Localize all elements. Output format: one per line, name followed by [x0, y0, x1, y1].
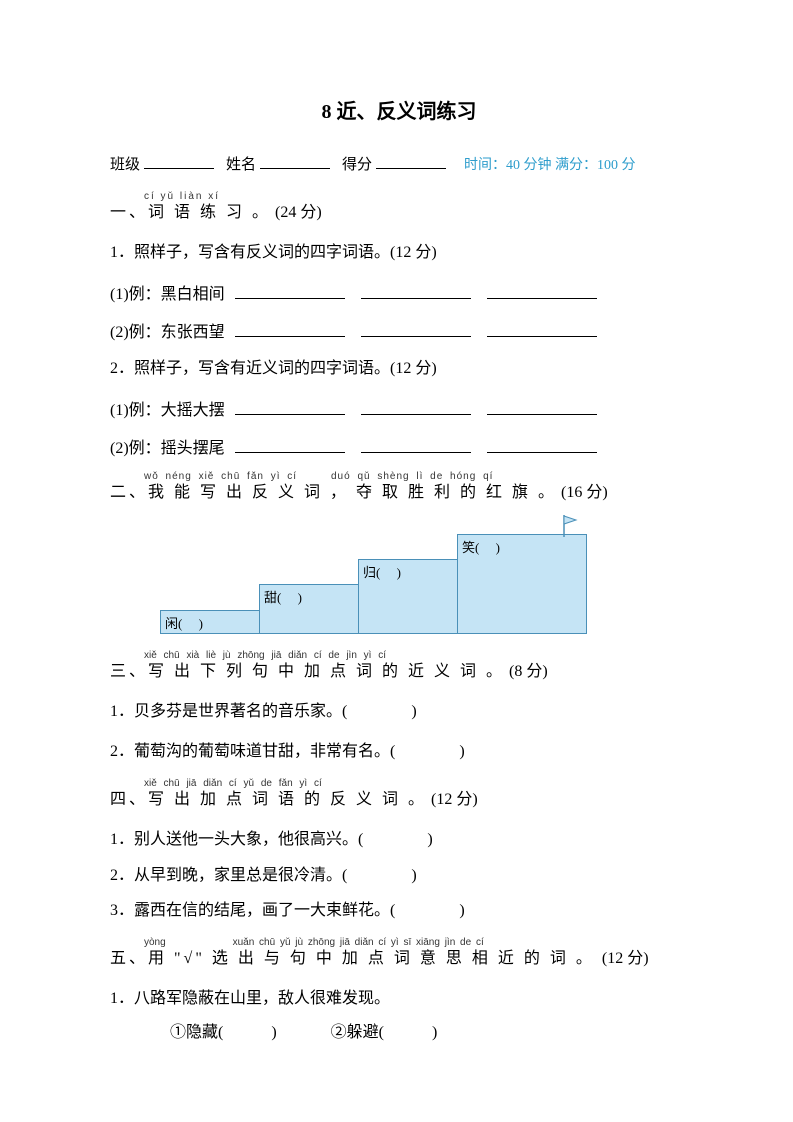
answer-blank[interactable]: [487, 320, 597, 337]
section-3-heading: xiě chū xià liè jù zhōng jiā diǎn cí de …: [110, 661, 688, 683]
score-label: 得分: [342, 153, 372, 174]
answer-blank[interactable]: [235, 320, 345, 337]
sec5-q1: 1．八路军隐蔽在山里，敌人很难发现。: [110, 986, 688, 1012]
time-info: 时间：40 分钟 满分：100 分: [464, 154, 636, 174]
section-1-heading: cí yǔ liàn xí 一、词 语 练 习 。 (24 分): [110, 202, 688, 224]
sec1-q1a-text: (1)例：黑白相间: [110, 286, 225, 303]
sec1-q1: 1．照样子，写含有反义词的四字词语。(12 分): [110, 240, 688, 266]
class-label: 班级: [110, 153, 140, 174]
answer-blank[interactable]: [487, 282, 597, 299]
sec1-hanzi: 一、词 语 练 习 。: [110, 204, 271, 221]
step-4[interactable]: 笑( ): [457, 534, 587, 634]
answer-blank[interactable]: [361, 436, 471, 453]
sec4-q2: 2．从早到晚，家里总是很冷清。( ): [110, 863, 688, 889]
sec5-points: (12 分): [602, 950, 649, 967]
answer-blank[interactable]: [361, 320, 471, 337]
step2-char: 甜(: [264, 590, 281, 605]
close-paren: ): [496, 540, 500, 555]
section-4-heading: xiě chū jiā diǎn cí yǔ de fǎn yì cí 四、写 …: [110, 789, 688, 811]
sec1-points: (24 分): [275, 204, 322, 221]
sec5-pinyin: yòng xuǎn chū yǔ jù zhōng jiā diǎn cí yì…: [144, 936, 484, 950]
sec2-pinyin: wǒ néng xiě chū fǎn yì cí duó qǔ shèng l…: [144, 470, 493, 484]
sec4-q3: 3．露西在信的结尾，画了一大束鲜花。( ): [110, 898, 688, 924]
name-blank[interactable]: [260, 152, 330, 169]
worksheet-page: 8 近、反义词练习 班级 姓名 得分 时间：40 分钟 满分：100 分 cí …: [0, 0, 793, 1045]
sec5-h-a: 五、用: [110, 950, 167, 967]
flag-icon: [562, 515, 578, 537]
sec1-q1b-text: (2)例：东张西望: [110, 324, 225, 341]
answer-blank[interactable]: [361, 398, 471, 415]
sec1-q2a: (1)例：大摇大摆: [110, 396, 688, 420]
sec4-q1: 1．别人送他一头大象，他很高兴。( ): [110, 827, 688, 853]
sec3-q1: 1．贝多芬是世界著名的音乐家。( ): [110, 699, 688, 725]
sec5-opt2[interactable]: ②躲避( ): [331, 1024, 438, 1041]
sec4-points: (12 分): [431, 791, 478, 808]
answer-blank[interactable]: [235, 436, 345, 453]
sec1-q2b-text: (2)例：摇头摆尾: [110, 440, 225, 457]
sec1-q2: 2．照样子，写含有近义词的四字词语。(12 分): [110, 356, 688, 382]
answer-blank[interactable]: [361, 282, 471, 299]
sec1-pinyin: cí yǔ liàn xí: [144, 190, 220, 204]
sec1-q2b: (2)例：摇头摆尾: [110, 434, 688, 458]
sec3-q2: 2．葡萄沟的葡萄味道甘甜，非常有名。( ): [110, 739, 688, 765]
class-blank[interactable]: [144, 152, 214, 169]
sec3-hanzi: 三、写 出 下 列 句 中 加 点 词 的 近 义 词 。: [110, 663, 505, 680]
section-2-heading: wǒ néng xiě chū fǎn yì cí duó qǔ shèng l…: [110, 482, 688, 504]
step-3[interactable]: 归( ): [358, 559, 458, 634]
step-1[interactable]: 闲( ): [160, 610, 260, 634]
sec4-hanzi: 四、写 出 加 点 词 语 的 反 义 词 。: [110, 791, 427, 808]
staircase-diagram: 闲( ) 甜( ) 归( ) 笑( ): [160, 526, 590, 641]
answer-blank[interactable]: [235, 282, 345, 299]
step3-char: 归(: [363, 565, 380, 580]
name-label: 姓名: [226, 153, 256, 174]
sec5-pinyin-b: xuǎn chū yǔ jù zhōng jiā diǎn cí yì sī x…: [233, 937, 484, 948]
sec4-pinyin: xiě chū jiā diǎn cí yǔ de fǎn yì cí: [144, 777, 322, 791]
sec5-opt1[interactable]: ①隐藏( ): [170, 1024, 277, 1041]
sec5-pinyin-a: yòng: [144, 937, 166, 948]
sec5-h-c: 选 出 与 句 中 加 点 词 意 思 相 近 的 词 。: [212, 950, 595, 967]
sec2-points: (16 分): [561, 484, 608, 501]
sec2-hanzi: 二、我 能 写 出 反 义 词 ， 夺 取 胜 利 的 红 旗 。: [110, 484, 557, 501]
sec2-pinyin-b: duó qǔ shèng lì de hóng qí: [331, 471, 493, 482]
sec3-points: (8 分): [509, 663, 548, 680]
step4-char: 笑(: [462, 540, 479, 555]
info-header: 班级 姓名 得分 时间：40 分钟 满分：100 分: [110, 152, 688, 174]
close-paren: ): [199, 616, 203, 631]
answer-blank[interactable]: [235, 398, 345, 415]
sec1-q1a: (1)例：黑白相间: [110, 280, 688, 304]
answer-blank[interactable]: [487, 398, 597, 415]
step-2[interactable]: 甜( ): [259, 584, 359, 634]
section-5-heading: yòng xuǎn chū yǔ jù zhōng jiā diǎn cí yì…: [110, 948, 688, 970]
sec5-h-b: "√": [174, 950, 205, 967]
sec5-options: ①隐藏( ) ②躲避( ): [170, 1020, 688, 1046]
page-title: 8 近、反义词练习: [110, 95, 688, 124]
sec1-q1b: (2)例：东张西望: [110, 318, 688, 342]
sec3-pinyin: xiě chū xià liè jù zhōng jiā diǎn cí de …: [144, 649, 386, 663]
step1-char: 闲(: [165, 616, 182, 631]
sec1-q2a-text: (1)例：大摇大摆: [110, 402, 225, 419]
answer-blank[interactable]: [487, 436, 597, 453]
close-paren: ): [397, 565, 401, 580]
score-blank[interactable]: [376, 152, 446, 169]
sec2-pinyin-a: wǒ néng xiě chū fǎn yì cí: [144, 471, 297, 482]
close-paren: ): [298, 590, 302, 605]
